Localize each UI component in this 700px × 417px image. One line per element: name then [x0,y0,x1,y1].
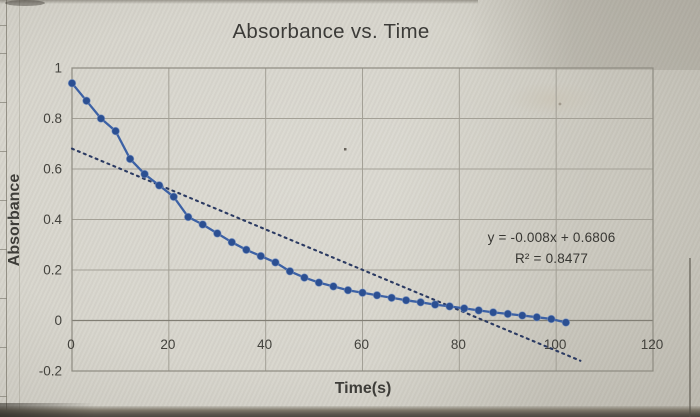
y-tick-label: 0.8 [43,111,62,126]
screen-edge-tick [0,396,7,397]
data-point [387,293,396,303]
photo-shadow-bottom [0,406,700,417]
screen-edge-right-line [689,258,691,417]
data-point [183,212,193,222]
data-point [198,220,207,229]
data-point [329,282,338,291]
data-point [111,126,120,136]
data-point [271,258,280,267]
photo-speck [344,148,347,151]
data-point [300,273,309,282]
data-point [503,309,513,319]
photo-shadow-bottom-left [0,403,95,417]
x-tick-label: 80 [451,337,466,352]
y-axis-title: Absorbance [6,173,23,267]
data-point [154,181,164,190]
data-point [459,304,469,313]
data-point [285,267,295,276]
data-point [547,314,556,324]
screen-edge-left-line [6,0,7,417]
data-point [488,308,498,317]
data-point [430,300,440,309]
x-tick-label: 100 [544,337,567,352]
y-tick-label: 0.2 [43,263,62,278]
data-point [227,237,237,247]
chart-object-left-edge [19,0,20,417]
y-tick-label: 0.4 [43,212,62,227]
x-tick-label: 20 [160,337,175,352]
plot-frame [71,67,654,372]
x-tick-label: 120 [641,337,664,352]
screen-edge-tick [0,53,7,54]
screen-edge-tick [0,25,7,26]
x-tick-label: 0 [67,337,75,352]
screen-edge-tick [0,200,7,201]
screen-edge-tick [0,151,7,152]
data-point [314,278,324,287]
data-point [532,312,542,322]
x-axis-title: Time(s) [334,380,392,397]
data-point [445,302,454,311]
data-point [140,169,149,179]
trendline-equation-label: y = -0.008x + 0.6806 R² = 0.8477 [449,227,654,269]
data-point [256,251,266,261]
data-point [372,291,382,300]
photo-speck [558,102,562,106]
screen-edge-tick [0,347,7,348]
data-point [213,229,222,238]
x-tick-label: 40 [257,337,272,352]
trendline-equation: y = -0.008x + 0.6806 [487,230,616,245]
photo-shadow-top [0,0,478,4]
y-tick-label: -0.2 [39,364,62,379]
data-point [125,154,135,164]
chart-title: Absorbance vs. Time [232,20,430,43]
data-point [561,318,571,327]
data-point [96,114,106,123]
screen-edge-tick [0,102,7,103]
trendline-r-squared: R² = 0.8477 [514,251,589,266]
data-point [416,298,425,307]
data-point [169,192,178,202]
y-tick-label: 0.6 [43,162,62,177]
data-point [67,78,77,88]
y-tick-label: 1 [54,61,62,76]
data-point [401,296,411,305]
data-point [474,306,483,315]
photo-shade-top-right [470,0,700,70]
data-point [518,311,527,320]
data-point [343,285,353,295]
data-point [82,96,91,106]
y-tick-label: 0 [54,313,62,328]
data-point [242,245,251,255]
screen-edge-tick [0,298,7,299]
screen-edge-tick [0,249,7,250]
photo-smudge-right [505,82,600,116]
data-point [358,288,367,297]
x-tick-label: 60 [354,337,369,352]
photo-smudge-top-left [5,0,45,6]
